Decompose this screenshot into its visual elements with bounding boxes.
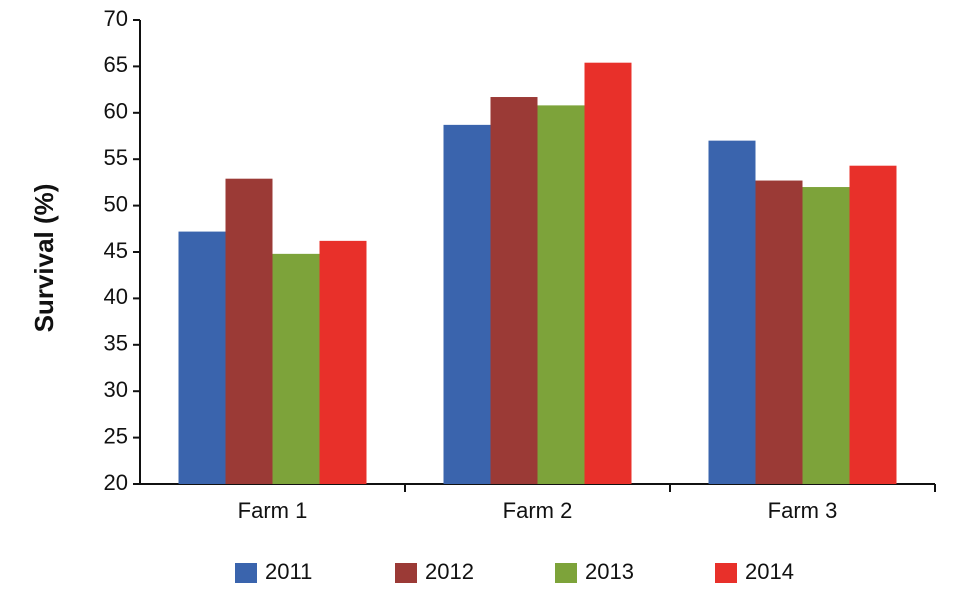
bar xyxy=(537,105,585,484)
y-tick-label: 35 xyxy=(104,331,128,356)
legend-label: 2011 xyxy=(265,559,312,584)
legend-swatch xyxy=(235,563,257,583)
bar xyxy=(178,231,226,484)
legend-label: 2013 xyxy=(585,559,634,584)
y-axis-label: Survival (%) xyxy=(29,184,59,333)
bar xyxy=(443,124,491,484)
bar xyxy=(755,180,803,484)
y-tick-label: 40 xyxy=(104,284,128,309)
legend-label: 2014 xyxy=(745,559,794,584)
bar xyxy=(225,178,273,485)
y-tick-label: 65 xyxy=(104,52,128,77)
legend-swatch xyxy=(555,563,577,583)
y-tick-label: 60 xyxy=(104,99,128,124)
bar xyxy=(272,253,320,484)
bar xyxy=(708,140,756,484)
y-tick-label: 70 xyxy=(104,6,128,31)
legend-swatch xyxy=(715,563,737,583)
bar xyxy=(490,97,538,485)
legend-label: 2012 xyxy=(425,559,474,584)
bar xyxy=(802,187,850,485)
y-tick-label: 45 xyxy=(104,238,128,263)
x-tick-label: Farm 2 xyxy=(503,498,573,523)
x-tick-label: Farm 1 xyxy=(238,498,308,523)
bar xyxy=(584,62,632,485)
x-tick-label: Farm 3 xyxy=(768,498,838,523)
bar xyxy=(849,165,897,485)
y-tick-label: 20 xyxy=(104,470,128,495)
legend-swatch xyxy=(395,563,417,583)
y-tick-label: 30 xyxy=(104,377,128,402)
y-tick-label: 55 xyxy=(104,145,128,170)
bar xyxy=(319,240,367,484)
y-tick-label: 50 xyxy=(104,191,128,216)
y-tick-label: 25 xyxy=(104,423,128,448)
